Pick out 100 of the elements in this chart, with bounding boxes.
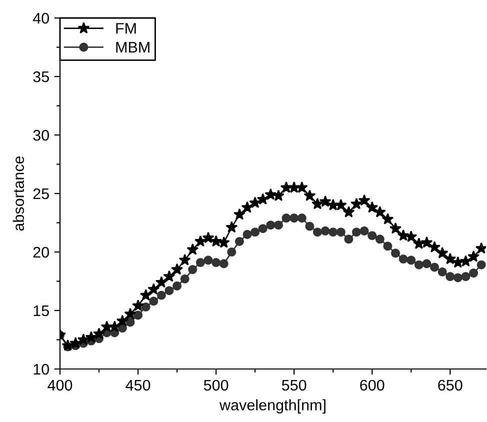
point bbox=[342, 206, 355, 218]
point bbox=[461, 272, 470, 282]
point bbox=[304, 190, 316, 202]
point bbox=[188, 265, 198, 274]
point bbox=[398, 254, 408, 264]
point bbox=[132, 300, 144, 312]
point bbox=[436, 246, 448, 258]
point bbox=[219, 259, 228, 268]
point bbox=[256, 193, 269, 205]
point bbox=[444, 252, 456, 264]
point bbox=[422, 259, 432, 268]
y-tick-label: 10 bbox=[34, 364, 49, 375]
point bbox=[156, 290, 166, 300]
point bbox=[312, 228, 322, 237]
y-tick-label: 15 bbox=[34, 306, 49, 316]
point bbox=[328, 228, 338, 237]
y-tick-label: 35 bbox=[33, 71, 49, 82]
point bbox=[468, 250, 480, 262]
x-axis-title: wavelength[nm] bbox=[219, 399, 326, 414]
point bbox=[420, 236, 433, 248]
point bbox=[234, 236, 244, 246]
point bbox=[93, 328, 105, 340]
point bbox=[148, 283, 160, 295]
point bbox=[336, 228, 346, 237]
point bbox=[149, 296, 158, 306]
point bbox=[172, 281, 182, 290]
point bbox=[186, 243, 199, 255]
point bbox=[368, 231, 377, 240]
point bbox=[126, 318, 135, 327]
point bbox=[266, 220, 276, 230]
y-tick-label: 25 bbox=[33, 188, 49, 200]
point bbox=[412, 238, 425, 249]
point bbox=[344, 234, 354, 244]
point bbox=[196, 258, 205, 268]
point bbox=[334, 198, 347, 210]
point bbox=[226, 221, 238, 233]
point bbox=[320, 226, 330, 236]
point bbox=[134, 310, 143, 320]
point bbox=[305, 222, 314, 231]
point bbox=[140, 289, 152, 300]
point bbox=[180, 274, 190, 284]
point bbox=[250, 228, 260, 237]
point bbox=[141, 302, 150, 312]
point bbox=[155, 276, 168, 288]
point bbox=[178, 254, 191, 266]
point bbox=[212, 258, 221, 268]
point bbox=[430, 262, 440, 272]
y-tick-label: 30 bbox=[33, 130, 49, 141]
point bbox=[391, 248, 400, 258]
point bbox=[406, 256, 416, 265]
point bbox=[453, 273, 462, 282]
point bbox=[390, 222, 402, 234]
point bbox=[296, 181, 308, 193]
point bbox=[164, 286, 174, 296]
point bbox=[171, 263, 184, 275]
point bbox=[428, 241, 441, 253]
point bbox=[405, 230, 418, 242]
x-tick-label: 450 bbox=[126, 380, 150, 391]
point bbox=[290, 214, 299, 223]
point bbox=[194, 235, 206, 247]
point bbox=[242, 230, 252, 239]
point bbox=[366, 201, 378, 213]
point bbox=[258, 224, 268, 234]
point bbox=[227, 247, 236, 257]
point bbox=[249, 196, 262, 208]
point bbox=[202, 232, 214, 244]
point bbox=[204, 256, 213, 265]
point bbox=[77, 334, 90, 345]
legend-label: FM bbox=[116, 23, 136, 34]
x-tick-label: 600 bbox=[360, 380, 384, 391]
point bbox=[116, 314, 128, 326]
point bbox=[210, 235, 222, 247]
y-tick-label: 40 bbox=[32, 12, 49, 24]
point bbox=[312, 198, 324, 210]
y-tick-label: 20 bbox=[33, 246, 49, 258]
x-tick-label: 500 bbox=[204, 380, 228, 391]
point bbox=[397, 229, 410, 241]
point bbox=[124, 308, 136, 320]
y-axis-title: absortance bbox=[12, 156, 24, 231]
point bbox=[319, 195, 332, 207]
point bbox=[352, 228, 362, 237]
x-tick-label: 550 bbox=[282, 380, 306, 391]
point bbox=[62, 339, 74, 351]
point bbox=[282, 214, 291, 223]
point bbox=[438, 267, 447, 276]
point bbox=[375, 234, 384, 244]
point bbox=[350, 198, 362, 210]
point bbox=[446, 272, 455, 282]
point bbox=[85, 331, 98, 343]
point bbox=[358, 194, 370, 206]
point bbox=[288, 181, 300, 193]
x-tick-label: 400 bbox=[48, 380, 72, 391]
x-tick-label: 650 bbox=[438, 380, 462, 391]
point bbox=[70, 337, 82, 348]
point bbox=[469, 268, 478, 278]
point bbox=[414, 260, 424, 270]
point bbox=[360, 226, 369, 236]
point bbox=[274, 220, 283, 230]
point bbox=[163, 270, 176, 282]
legend-label: MBM bbox=[116, 42, 150, 52]
